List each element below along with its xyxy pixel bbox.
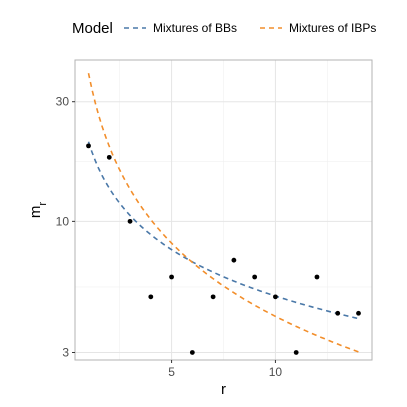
x-tick-label: 5 xyxy=(168,365,175,379)
data-points xyxy=(86,143,361,355)
data-point xyxy=(273,294,278,300)
data-point xyxy=(169,274,174,280)
y-tick-label: 30 xyxy=(56,95,70,109)
data-point xyxy=(293,350,299,355)
gridlines xyxy=(75,60,372,360)
y-tick-label: 10 xyxy=(56,214,70,228)
y-tick-label: 3 xyxy=(62,345,69,359)
data-point xyxy=(148,294,154,300)
data-point xyxy=(106,154,112,160)
data-point xyxy=(252,274,258,280)
legend-label-ibps: Mixtures of IBPs xyxy=(289,21,376,35)
data-point xyxy=(86,143,91,149)
data-point xyxy=(189,350,195,355)
data-point xyxy=(356,310,361,316)
data-point xyxy=(210,294,216,300)
y-axis-title: mr xyxy=(27,202,49,219)
data-point xyxy=(231,257,237,263)
fitted-curves xyxy=(87,73,359,353)
data-point xyxy=(335,310,341,316)
data-point xyxy=(314,274,320,280)
series-line-bbs xyxy=(87,141,359,320)
series-line-ibps xyxy=(87,73,359,353)
y-axis-title-subscript: r xyxy=(37,202,49,206)
data-point xyxy=(127,218,133,224)
legend-title: Model xyxy=(72,20,113,37)
x-axis-title: r xyxy=(221,381,226,398)
legend: Model Mixtures of BBs Mixtures of IBPs xyxy=(72,20,376,37)
x-tick-label: 10 xyxy=(269,365,283,379)
plot-panel-border xyxy=(74,59,373,361)
axis-ticks: 5 10 3 10 30 xyxy=(56,95,283,379)
legend-label-bbs: Mixtures of BBs xyxy=(153,21,237,35)
y-axis-title-main: m xyxy=(27,206,44,219)
